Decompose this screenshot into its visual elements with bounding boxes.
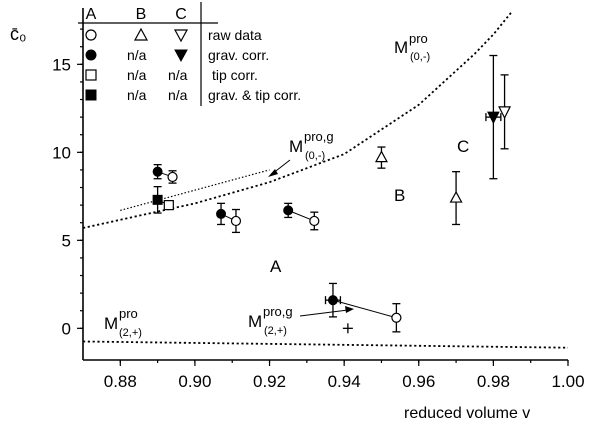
legend-na-b-row4: n/a bbox=[127, 87, 147, 103]
legend-na-c-row4: n/a bbox=[168, 87, 188, 103]
x-tick-label: 0.88 bbox=[104, 372, 137, 391]
theory-curves bbox=[82, 10, 569, 349]
legend-circle-filled-icon bbox=[85, 49, 97, 61]
legend-label-tip-corr: tip corr. bbox=[212, 67, 258, 83]
region-label-c: C bbox=[457, 137, 469, 156]
point-circle-open bbox=[309, 215, 320, 227]
point-circle-filled bbox=[152, 166, 163, 177]
annotation-m0-pro-sup: pro bbox=[409, 31, 428, 46]
legend-na-b-row3: n/a bbox=[127, 67, 147, 83]
annotation-m0-pro-sub: (0,-) bbox=[410, 51, 430, 63]
data-points bbox=[152, 54, 512, 334]
region-label-a: A bbox=[270, 257, 282, 276]
legend-triangle-down-open-icon bbox=[173, 29, 189, 43]
legend-na-c-row3: n/a bbox=[168, 67, 188, 83]
point-circle-filled bbox=[283, 205, 294, 216]
legend: A B C raw data n/a grav. corr. n/a n/a t… bbox=[78, 2, 301, 106]
x-tick-label: 1.00 bbox=[551, 372, 584, 391]
connector-line bbox=[332, 299, 397, 319]
annotation-m2-prog-base: M bbox=[248, 312, 262, 331]
y-tick-label: 10 bbox=[52, 143, 71, 162]
point-triangle-up-open bbox=[449, 190, 463, 203]
point-square-open bbox=[163, 200, 174, 211]
annotation-arrow-m0-prog bbox=[268, 159, 291, 177]
point-circle-open bbox=[167, 171, 178, 183]
point-circle-filled bbox=[327, 295, 338, 306]
x-tick-label: 0.90 bbox=[178, 372, 211, 391]
region-label-b: B bbox=[394, 186, 405, 205]
annotation-m2-pro: M pro (2,+) bbox=[104, 306, 142, 339]
x-tick-label: 0.98 bbox=[477, 372, 510, 391]
y-axis-label: c̄₀ bbox=[10, 24, 26, 44]
legend-label-grav-tip-corr: grav. & tip corr. bbox=[208, 87, 301, 103]
annotation-m0-pro-base: M bbox=[394, 38, 408, 57]
curve-line bbox=[82, 340, 569, 349]
curve-line bbox=[82, 10, 513, 229]
annotation-m2-prog: M pro,g (2,+) bbox=[248, 304, 293, 337]
legend-na-b-row2: n/a bbox=[127, 47, 147, 63]
legend-square-filled-icon bbox=[85, 89, 97, 101]
legend-label-grav-corr: grav. corr. bbox=[208, 47, 269, 63]
x-tick-label: 0.94 bbox=[328, 372, 361, 391]
legend-column-c: C bbox=[175, 6, 187, 23]
axis-ticks: 0.88 0.90 0.92 0.94 0.96 0.98 1.00 0 5 10 15 bbox=[52, 28, 585, 391]
x-tick-label: 0.92 bbox=[253, 372, 286, 391]
annotation-arrow-m2-prog bbox=[299, 306, 354, 317]
point-circle-filled bbox=[216, 208, 227, 219]
point-square-filled bbox=[152, 194, 163, 205]
y-tick-label: 5 bbox=[62, 231, 71, 250]
point-triangle-down-open bbox=[498, 106, 512, 120]
y-tick-label: 15 bbox=[52, 55, 71, 74]
annotation-m2-pro-base: M bbox=[104, 314, 118, 333]
connector-lines bbox=[157, 171, 397, 319]
legend-triangle-down-filled-icon bbox=[174, 49, 188, 63]
legend-square-open-icon bbox=[85, 69, 97, 81]
annotation-m0-prog-base: M bbox=[289, 137, 303, 156]
legend-circle-open-icon bbox=[85, 29, 97, 41]
legend-triangle-up-open-icon bbox=[133, 27, 149, 41]
legend-column-b: B bbox=[136, 6, 147, 23]
annotation-m2-prog-sup: pro,g bbox=[263, 304, 293, 319]
annotation-m2-prog-sub: (2,+) bbox=[264, 325, 287, 337]
curve-line bbox=[120, 169, 270, 211]
annotation-m2-pro-sup: pro bbox=[119, 306, 138, 321]
annotation-m0-prog: M pro,g (0,-) bbox=[289, 129, 334, 162]
y-tick-label: 0 bbox=[62, 319, 71, 338]
annotation-m0-prog-sub: (0,-) bbox=[305, 150, 325, 162]
point-triangle-down-filled bbox=[487, 111, 500, 125]
x-axis-label: reduced volume v bbox=[404, 405, 530, 422]
annotation-m0-pro: M pro (0,-) bbox=[394, 31, 430, 63]
x-tick-label: 0.96 bbox=[402, 372, 435, 391]
point-circle-open bbox=[230, 215, 242, 227]
legend-column-a: A bbox=[86, 6, 97, 23]
annotation-m2-pro-sub: (2,+) bbox=[119, 327, 142, 339]
annotation-m0-prog-sup: pro,g bbox=[304, 129, 334, 144]
point-triangle-up-open bbox=[374, 150, 388, 163]
point-circle-open bbox=[391, 312, 402, 323]
legend-label-raw-data: raw data bbox=[208, 27, 262, 43]
